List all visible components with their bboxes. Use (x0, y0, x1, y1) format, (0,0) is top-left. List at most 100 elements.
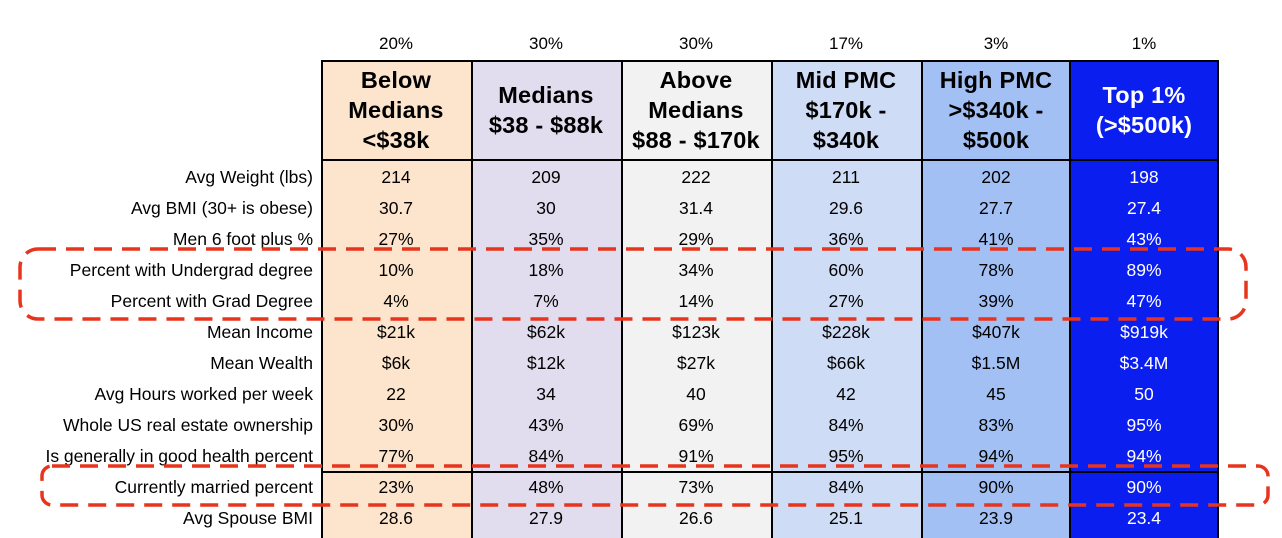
table-cell: 94% (978, 446, 1014, 466)
table-cell: 84% (828, 477, 864, 497)
table-cell: 30 (536, 198, 556, 218)
table-cell: $12k (527, 353, 565, 373)
table-cell: 29.6 (828, 198, 864, 218)
table-cell: 18% (528, 260, 564, 280)
table-cell: 45 (986, 384, 1006, 404)
table-cell: 84% (528, 446, 564, 466)
table-cell: 25.1 (828, 508, 864, 528)
table-cell: 89% (1126, 260, 1162, 280)
column-header-line: Below (360, 66, 432, 93)
table-cell: 40 (686, 384, 706, 404)
table-cell: $62k (527, 322, 565, 342)
column-header: Top 1% (>$500k) (1069, 60, 1219, 159)
table-cell: 91% (678, 446, 714, 466)
row-label: Avg Hours worked per week (94, 384, 313, 404)
row-label: Mean Income (206, 322, 313, 342)
column-header-line: $38 - $88k (488, 111, 604, 138)
table-cell: $66k (827, 353, 865, 373)
table-cell: 30.7 (378, 198, 414, 218)
table-cell: 34% (678, 260, 714, 280)
table-cell: 36% (828, 229, 864, 249)
table-cell: 73% (678, 477, 714, 497)
table-cell: 27.4 (1126, 198, 1162, 218)
table-rule (321, 60, 1219, 62)
column-header-line: High PMC (939, 66, 1053, 93)
column-header-line: $170k - (805, 96, 887, 123)
table-cell: 83% (978, 415, 1014, 435)
column-header-line: Top 1% (1102, 81, 1186, 108)
column-header: High PMC >$340k - $500k (921, 60, 1071, 159)
table-cell: 31.4 (678, 198, 714, 218)
column-header-line: Medians (348, 96, 444, 123)
column-header-line: $88 - $170k (632, 126, 760, 153)
table-cell: 95% (828, 446, 864, 466)
row-label: Men 6 foot plus % (172, 229, 313, 249)
table-cell: 34 (536, 384, 556, 404)
column-header-line: (>$500k) (1095, 111, 1193, 138)
table-cell: 23.4 (1126, 508, 1162, 528)
table-cell: 48% (528, 477, 564, 497)
table-cell: $228k (822, 322, 870, 342)
table-cell: $407k (972, 322, 1020, 342)
table-cell: 90% (978, 477, 1014, 497)
row-label: Is generally in good health percent (45, 446, 313, 466)
table-cell: 27.9 (528, 508, 564, 528)
table-cell: 47% (1126, 291, 1162, 311)
table-cell: $27k (677, 353, 715, 373)
column-header: Above Medians $88 - $170k (621, 60, 771, 159)
table-cell: 78% (978, 260, 1014, 280)
table-cell: $21k (377, 322, 415, 342)
table-cell: 94% (1126, 446, 1162, 466)
table-cell: 198 (1129, 167, 1159, 187)
row-label: Whole US real estate ownership (63, 415, 313, 435)
column-header-line: <$38k (362, 126, 430, 153)
column-header-line: $500k (962, 126, 1030, 153)
table-cell: 202 (981, 167, 1011, 187)
population-share: 17% (828, 34, 864, 53)
table-cell: 39% (978, 291, 1014, 311)
population-share: 20% (378, 34, 414, 53)
table-cell: 211 (832, 167, 860, 187)
column-header: Medians $38 - $88k (471, 60, 621, 159)
row-label: Percent with Undergrad degree (69, 260, 313, 280)
table-cell: 28.6 (378, 508, 414, 528)
table-cell: 214 (381, 167, 411, 187)
table-cell: 27% (378, 229, 414, 249)
row-label: Percent with Grad Degree (110, 291, 313, 311)
table-cell: 90% (1126, 477, 1162, 497)
column-header: Below Medians <$38k (321, 60, 471, 159)
table-cell: 41% (978, 229, 1014, 249)
column-header-line: Medians (498, 81, 594, 108)
row-label: Avg Weight (lbs) (185, 167, 313, 187)
column-header-line: Medians (648, 96, 744, 123)
table-cell: $3.4M (1119, 353, 1169, 373)
table-cell: $6k (381, 353, 411, 373)
table-cell: $919k (1120, 322, 1168, 342)
table-cell: 43% (1126, 229, 1162, 249)
table-cell: 23.9 (978, 508, 1014, 528)
population-share: 30% (678, 34, 714, 53)
table-cell: 4% (383, 291, 409, 311)
table-cell: 69% (678, 415, 714, 435)
row-label: Mean Wealth (210, 353, 313, 373)
table-cell: 22 (386, 384, 406, 404)
table-cell: 222 (681, 167, 711, 187)
column-header-line: Above (659, 66, 733, 93)
table-cell: 42 (836, 384, 856, 404)
row-label: Avg Spouse BMI (182, 508, 313, 528)
column-header-line: >$340k - (948, 96, 1044, 123)
table-cell: 35% (528, 229, 564, 249)
table-cell: 26.6 (678, 508, 714, 528)
column-header-line: Mid PMC (795, 66, 897, 93)
table-cell: 27% (828, 291, 864, 311)
table-cell: 209 (531, 167, 561, 187)
table-cell: 14% (678, 291, 714, 311)
population-share: 1% (1131, 34, 1157, 53)
column-header: Mid PMC $170k - $340k (771, 60, 921, 159)
table-cell: 60% (828, 260, 864, 280)
row-label: Currently married percent (114, 477, 313, 497)
row-label: Avg BMI (30+ is obese) (130, 198, 313, 218)
table-cell: 50 (1134, 384, 1154, 404)
table-cell: 23% (378, 477, 414, 497)
